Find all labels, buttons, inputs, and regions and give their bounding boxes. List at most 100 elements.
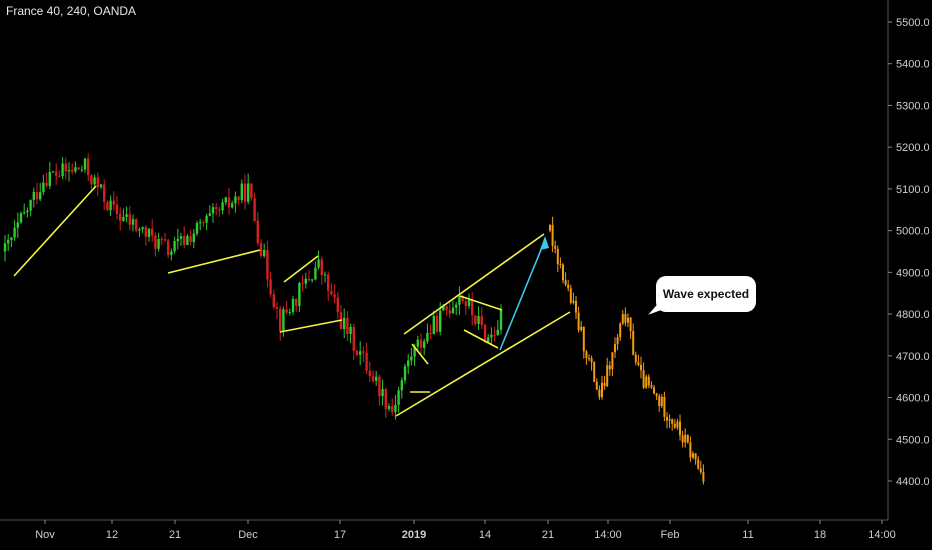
- x-tick-label: 17: [334, 529, 346, 541]
- candle-body: [218, 208, 221, 211]
- trend-line[interactable]: [279, 319, 343, 333]
- candle-body: [83, 158, 87, 170]
- candle-body: [243, 183, 247, 202]
- candle-body: [115, 204, 119, 214]
- candle-body: [192, 233, 195, 243]
- candle-body: [55, 171, 58, 176]
- candle-body: [259, 243, 263, 257]
- candle-body: [493, 334, 496, 336]
- projection-body: [562, 264, 564, 281]
- candle-body: [231, 203, 234, 208]
- y-tick-label: 4700.0: [896, 351, 930, 363]
- candle-body: [327, 274, 330, 291]
- projection-body: [676, 421, 679, 428]
- x-tick-label: 12: [106, 529, 118, 541]
- x-tick-label: 14:00: [868, 529, 896, 541]
- candle-body: [317, 259, 320, 268]
- trend-line[interactable]: [283, 255, 319, 283]
- projection-body: [679, 421, 681, 436]
- candle-body: [371, 376, 375, 382]
- projection-body: [616, 337, 619, 345]
- x-axis[interactable]: Nov 12 21 Dec 17 2019 14 21 14:00 Feb 11 18 14:00: [0, 519, 896, 541]
- candle-body: [311, 279, 314, 281]
- candle-body: [477, 316, 480, 324]
- y-tick-label: 5000.0: [896, 226, 930, 238]
- candle-body: [157, 239, 160, 249]
- candle-body: [288, 312, 291, 314]
- candle-body: [301, 282, 304, 284]
- projection-body: [697, 459, 700, 469]
- trend-line[interactable]: [403, 233, 545, 335]
- candle-body: [432, 315, 435, 335]
- candle-body: [480, 316, 483, 326]
- candle-body: [208, 213, 211, 216]
- projection-body: [598, 389, 601, 398]
- projection-body: [611, 352, 614, 370]
- x-tick-label: Nov: [35, 529, 55, 541]
- x-tick-label: 11: [742, 529, 753, 541]
- candle-body: [128, 214, 131, 225]
- projection-body: [655, 393, 658, 397]
- projection-body: [702, 472, 705, 482]
- candle-body: [419, 339, 423, 348]
- projection-body: [619, 323, 622, 338]
- trend-line[interactable]: [167, 249, 261, 274]
- candle-body: [381, 388, 384, 397]
- projection-body: [621, 313, 624, 324]
- candle-body: [186, 235, 189, 245]
- trend-line[interactable]: [395, 311, 571, 417]
- trend-line[interactable]: [459, 295, 503, 311]
- projection-body: [658, 396, 661, 407]
- candle-body: [474, 315, 477, 324]
- x-tick-label: 14:00: [594, 529, 622, 541]
- candle-body: [160, 239, 163, 241]
- candle-body: [467, 299, 471, 307]
- projection-body: [569, 288, 572, 303]
- candle-body: [122, 216, 125, 221]
- projection-body: [629, 317, 632, 331]
- candle-body: [179, 236, 183, 239]
- projection-body: [627, 317, 629, 323]
- projection-body: [551, 225, 554, 246]
- candle-body: [173, 241, 176, 252]
- candle-body: [119, 213, 122, 221]
- wave-expected-callout[interactable]: Wave expected: [656, 276, 756, 312]
- candle-body: [87, 158, 90, 176]
- candle-body: [195, 223, 199, 234]
- candle-body: [61, 163, 64, 176]
- trend-line[interactable]: [13, 185, 97, 277]
- projection-body: [567, 284, 570, 289]
- candle-body: [71, 169, 74, 172]
- candle-body: [394, 404, 397, 413]
- candle-body: [403, 366, 407, 381]
- trend-line[interactable]: [411, 343, 429, 365]
- candle-body: [234, 196, 237, 204]
- projection-body: [650, 385, 653, 388]
- candle-body: [240, 183, 243, 200]
- projection-body: [580, 326, 583, 331]
- projection-body: [575, 300, 577, 313]
- candle-body: [464, 301, 467, 307]
- candle-body: [48, 172, 51, 186]
- candle-body: [295, 298, 298, 306]
- candle-body: [448, 310, 451, 314]
- candle-body: [67, 169, 71, 172]
- y-tick-label: 5500.0: [896, 17, 930, 29]
- y-tick-label: 5100.0: [896, 184, 930, 196]
- candle-body: [320, 259, 323, 276]
- projection-body: [572, 300, 575, 303]
- candle-body: [439, 310, 442, 332]
- x-tick-label: 21: [542, 529, 554, 541]
- candle-body: [416, 339, 419, 347]
- y-axis[interactable]: 5500.0 5400.0 5300.0 5200.0 5100.0 5000.0 4900…: [887, 0, 930, 520]
- candle-body: [298, 282, 301, 306]
- x-tick-label: Dec: [238, 529, 258, 541]
- candle-body: [74, 167, 77, 172]
- projection-body: [632, 330, 635, 355]
- candle-body: [131, 219, 135, 225]
- candle-body: [442, 306, 445, 311]
- candle-body: [221, 202, 224, 211]
- projection-arrow[interactable]: [499, 239, 546, 351]
- trend-line[interactable]: [463, 329, 499, 349]
